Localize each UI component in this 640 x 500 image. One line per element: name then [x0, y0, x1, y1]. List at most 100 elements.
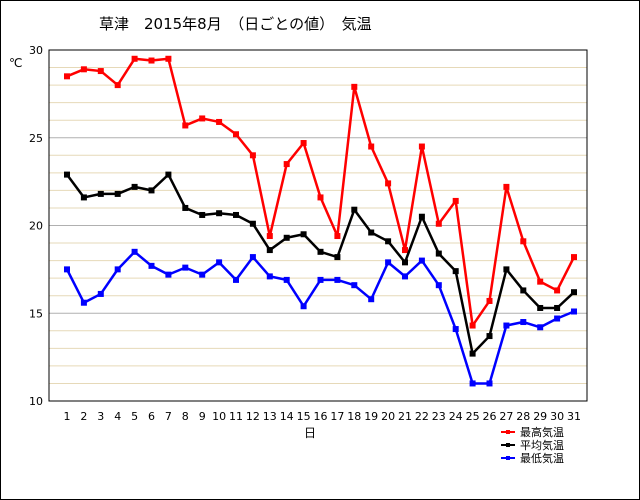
x-tick-label: 6	[148, 410, 155, 423]
data-point	[452, 326, 459, 333]
data-point	[165, 55, 172, 62]
data-point	[385, 238, 392, 245]
data-point	[334, 276, 341, 283]
data-point	[283, 276, 290, 283]
data-point	[317, 248, 324, 255]
data-point	[469, 322, 476, 329]
data-point	[64, 266, 70, 273]
x-tick-label: 29	[533, 410, 547, 423]
y-tick-label: 15	[29, 307, 43, 320]
data-point	[182, 204, 189, 211]
data-point	[435, 282, 442, 289]
data-point	[402, 247, 408, 254]
data-point	[233, 211, 239, 218]
data-point	[418, 257, 425, 264]
x-tick-label: 8	[182, 410, 189, 423]
x-tick-label: 14	[280, 410, 294, 423]
data-point	[317, 194, 324, 201]
legend-label: 平均気温	[520, 438, 564, 452]
x-tick-label: 31	[567, 410, 581, 423]
x-tick-label: 13	[263, 410, 277, 423]
x-axis-label: 日	[304, 426, 316, 440]
data-point	[80, 66, 87, 73]
x-tick-label: 20	[381, 410, 395, 423]
data-point	[114, 190, 121, 197]
data-point	[131, 55, 138, 62]
x-tick-label: 24	[449, 410, 463, 423]
data-point	[469, 350, 476, 357]
x-tick-label: 26	[483, 410, 497, 423]
x-tick-labels: 1 2 3 4 5 6 7 8 9 10 11 12 13 14 15 16 17 18 19 20 21 22 23 24 2…	[64, 410, 582, 423]
series-line	[66, 57, 576, 327]
data-point	[249, 220, 256, 227]
data-point	[351, 83, 358, 90]
x-tick-label: 25	[466, 410, 480, 423]
data-point	[351, 206, 358, 213]
data-point	[216, 118, 223, 125]
data-point	[266, 233, 273, 240]
data-point	[571, 254, 577, 261]
data-point	[537, 324, 544, 331]
legend-label: 最高気温	[520, 425, 564, 439]
data-point	[402, 259, 408, 266]
data-point	[148, 57, 155, 64]
data-point	[317, 276, 324, 283]
x-tick-label: 7	[165, 410, 172, 423]
data-point	[537, 278, 544, 285]
data-point	[435, 220, 442, 227]
data-point	[486, 297, 493, 304]
data-point	[216, 259, 223, 266]
data-point	[520, 238, 527, 245]
data-point	[182, 122, 189, 129]
x-tick-label: 3	[97, 410, 104, 423]
data-point	[368, 143, 375, 150]
data-point	[554, 315, 561, 322]
data-point	[114, 266, 121, 273]
x-tick-label: 9	[199, 410, 206, 423]
data-point	[165, 171, 172, 178]
data-point	[97, 290, 104, 297]
y-tick-label: 10	[29, 395, 43, 408]
data-point	[520, 319, 527, 326]
data-point	[402, 273, 408, 280]
data-point	[486, 333, 493, 340]
data-point	[148, 262, 155, 269]
data-point	[97, 190, 104, 197]
data-point	[283, 161, 290, 168]
y-tick-label: 30	[29, 44, 43, 57]
data-point	[233, 276, 239, 283]
x-tick-label: 10	[212, 410, 226, 423]
series-1	[64, 171, 577, 357]
data-point	[435, 250, 442, 257]
series-line	[65, 250, 575, 385]
data-point	[554, 304, 561, 311]
x-tick-label: 30	[550, 410, 564, 423]
data-point	[266, 273, 273, 280]
x-tick-label: 27	[499, 410, 513, 423]
data-point	[503, 266, 510, 273]
series-layer	[64, 55, 577, 387]
data-point	[368, 296, 375, 303]
data-point	[452, 268, 459, 275]
legend-swatch-marker	[506, 443, 510, 447]
legend-swatch-marker	[506, 430, 510, 434]
data-point	[571, 308, 577, 315]
y-tick-label: 25	[29, 132, 43, 145]
data-point	[131, 248, 138, 255]
data-point	[520, 287, 527, 294]
legend-swatch-marker	[506, 456, 510, 460]
data-point	[300, 140, 307, 147]
data-point	[199, 211, 206, 218]
y-axis-unit-label: ℃	[9, 56, 22, 70]
x-tick-label: 2	[80, 410, 87, 423]
data-point	[368, 229, 375, 236]
data-point	[418, 213, 425, 220]
data-point	[300, 231, 307, 238]
data-point	[469, 380, 476, 387]
data-point	[114, 82, 121, 89]
x-tick-label: 19	[364, 410, 378, 423]
data-point	[182, 264, 189, 271]
